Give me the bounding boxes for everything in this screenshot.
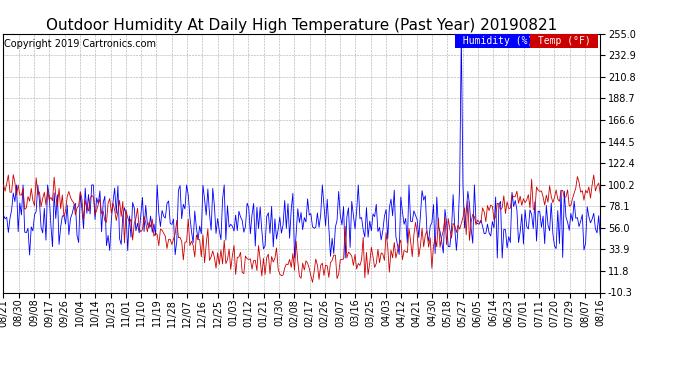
Text: Temp (°F): Temp (°F)	[532, 36, 596, 46]
Title: Outdoor Humidity At Daily High Temperature (Past Year) 20190821: Outdoor Humidity At Daily High Temperatu…	[46, 18, 558, 33]
Text: Copyright 2019 Cartronics.com: Copyright 2019 Cartronics.com	[4, 39, 156, 49]
Text: Humidity (%): Humidity (%)	[457, 36, 540, 46]
